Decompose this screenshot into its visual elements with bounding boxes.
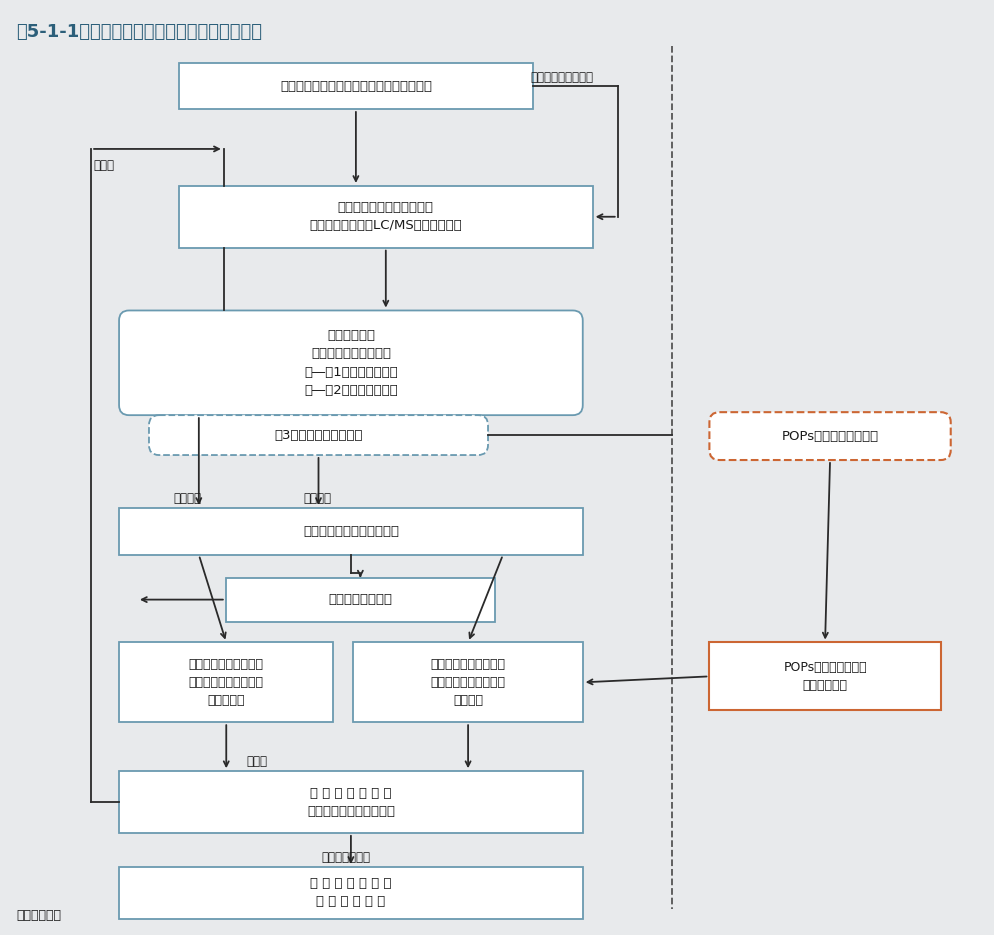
Text: 分析調査精度管理: 分析調査精度管理 — [328, 593, 393, 606]
Text: モニタリング調査の結
果に関する解析検討実
務者会議: モニタリング調査の結 果に関する解析検討実 務者会議 — [430, 658, 506, 707]
Text: 調査結果の報告: 調査結果の報告 — [321, 851, 370, 864]
Text: POPsモニタリング検
討実務者会議: POPsモニタリング検 討実務者会議 — [783, 661, 867, 692]
Bar — [119, 867, 582, 919]
Text: 調査結果: 調査結果 — [303, 492, 332, 505]
Text: 評価等: 評価等 — [247, 755, 267, 769]
Text: 中 央 環 境 審 議 会
化学物質評価専門委員会: 中 央 環 境 審 議 会 化学物質評価専門委員会 — [307, 786, 395, 817]
Text: 評価等: 評価等 — [93, 159, 114, 172]
FancyBboxPatch shape — [710, 412, 950, 460]
Text: 環境化学物質に係る各種施策における要望: 環境化学物質に係る各種施策における要望 — [280, 79, 432, 93]
Text: 調査結果: 調査結果 — [174, 492, 202, 505]
Bar — [354, 642, 582, 722]
FancyBboxPatch shape — [149, 415, 488, 455]
Bar — [119, 508, 582, 554]
Text: （3）モニタリング調査: （3）モニタリング調査 — [274, 428, 363, 441]
Bar — [119, 771, 582, 833]
Text: 中 央 環 境 審 議 会
環 境 保 健 部 会: 中 央 環 境 審 議 会 環 境 保 健 部 会 — [310, 877, 392, 908]
Bar — [179, 186, 592, 248]
Text: 資料：環境省: 資料：環境省 — [16, 909, 62, 922]
Text: 分析法開発対象物質: 分析法開発対象物質 — [530, 71, 592, 84]
Bar — [179, 64, 533, 109]
FancyBboxPatch shape — [119, 310, 582, 415]
Bar — [119, 642, 333, 722]
Text: 図5-1-1　化学物質環境実態調査の検討体系図: 図5-1-1 化学物質環境実態調査の検討体系図 — [16, 23, 262, 41]
Bar — [226, 578, 495, 622]
Text: 結果精査等検討実務者会議: 結果精査等検討実務者会議 — [303, 525, 399, 538]
Text: 分析法開発検討実務者会議
（水系、大気系、LC/MSの３部構成）: 分析法開発検討実務者会議 （水系、大気系、LC/MSの３部構成） — [309, 201, 462, 232]
Bar — [710, 642, 940, 711]
Text: 初期・詳細環境調査の
結果に関する解析検討
実務者会議: 初期・詳細環境調査の 結果に関する解析検討 実務者会議 — [189, 658, 263, 707]
Text: 調査対象物質
化学物質環境実態調査
　―（1）初期環境調査
　―（2）詳細環境調査: 調査対象物質 化学物質環境実態調査 ―（1）初期環境調査 ―（2）詳細環境調査 — [304, 328, 398, 397]
Text: POPsモニタリング事業: POPsモニタリング事業 — [781, 429, 879, 442]
